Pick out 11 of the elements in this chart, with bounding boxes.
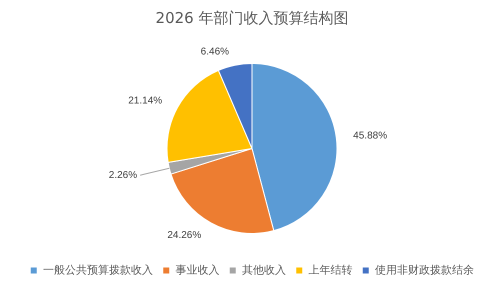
data-label: 45.88%: [353, 130, 388, 142]
data-label: 24.26%: [167, 230, 202, 241]
legend-label: 一般公共预算拨款收入: [42, 263, 153, 276]
data-label: 6.46%: [200, 46, 230, 58]
legend-label: 使用非财政拨款结余: [374, 263, 474, 276]
chart-title: 2026 年部门收入预算结构图: [156, 8, 348, 27]
legend-label: 事业收入: [175, 263, 220, 276]
legend-label: 其他收入: [242, 263, 286, 276]
data-label: 2.26%: [108, 170, 138, 181]
data-label: 21.14%: [128, 96, 162, 107]
legend-label: 上年结转: [308, 263, 352, 276]
